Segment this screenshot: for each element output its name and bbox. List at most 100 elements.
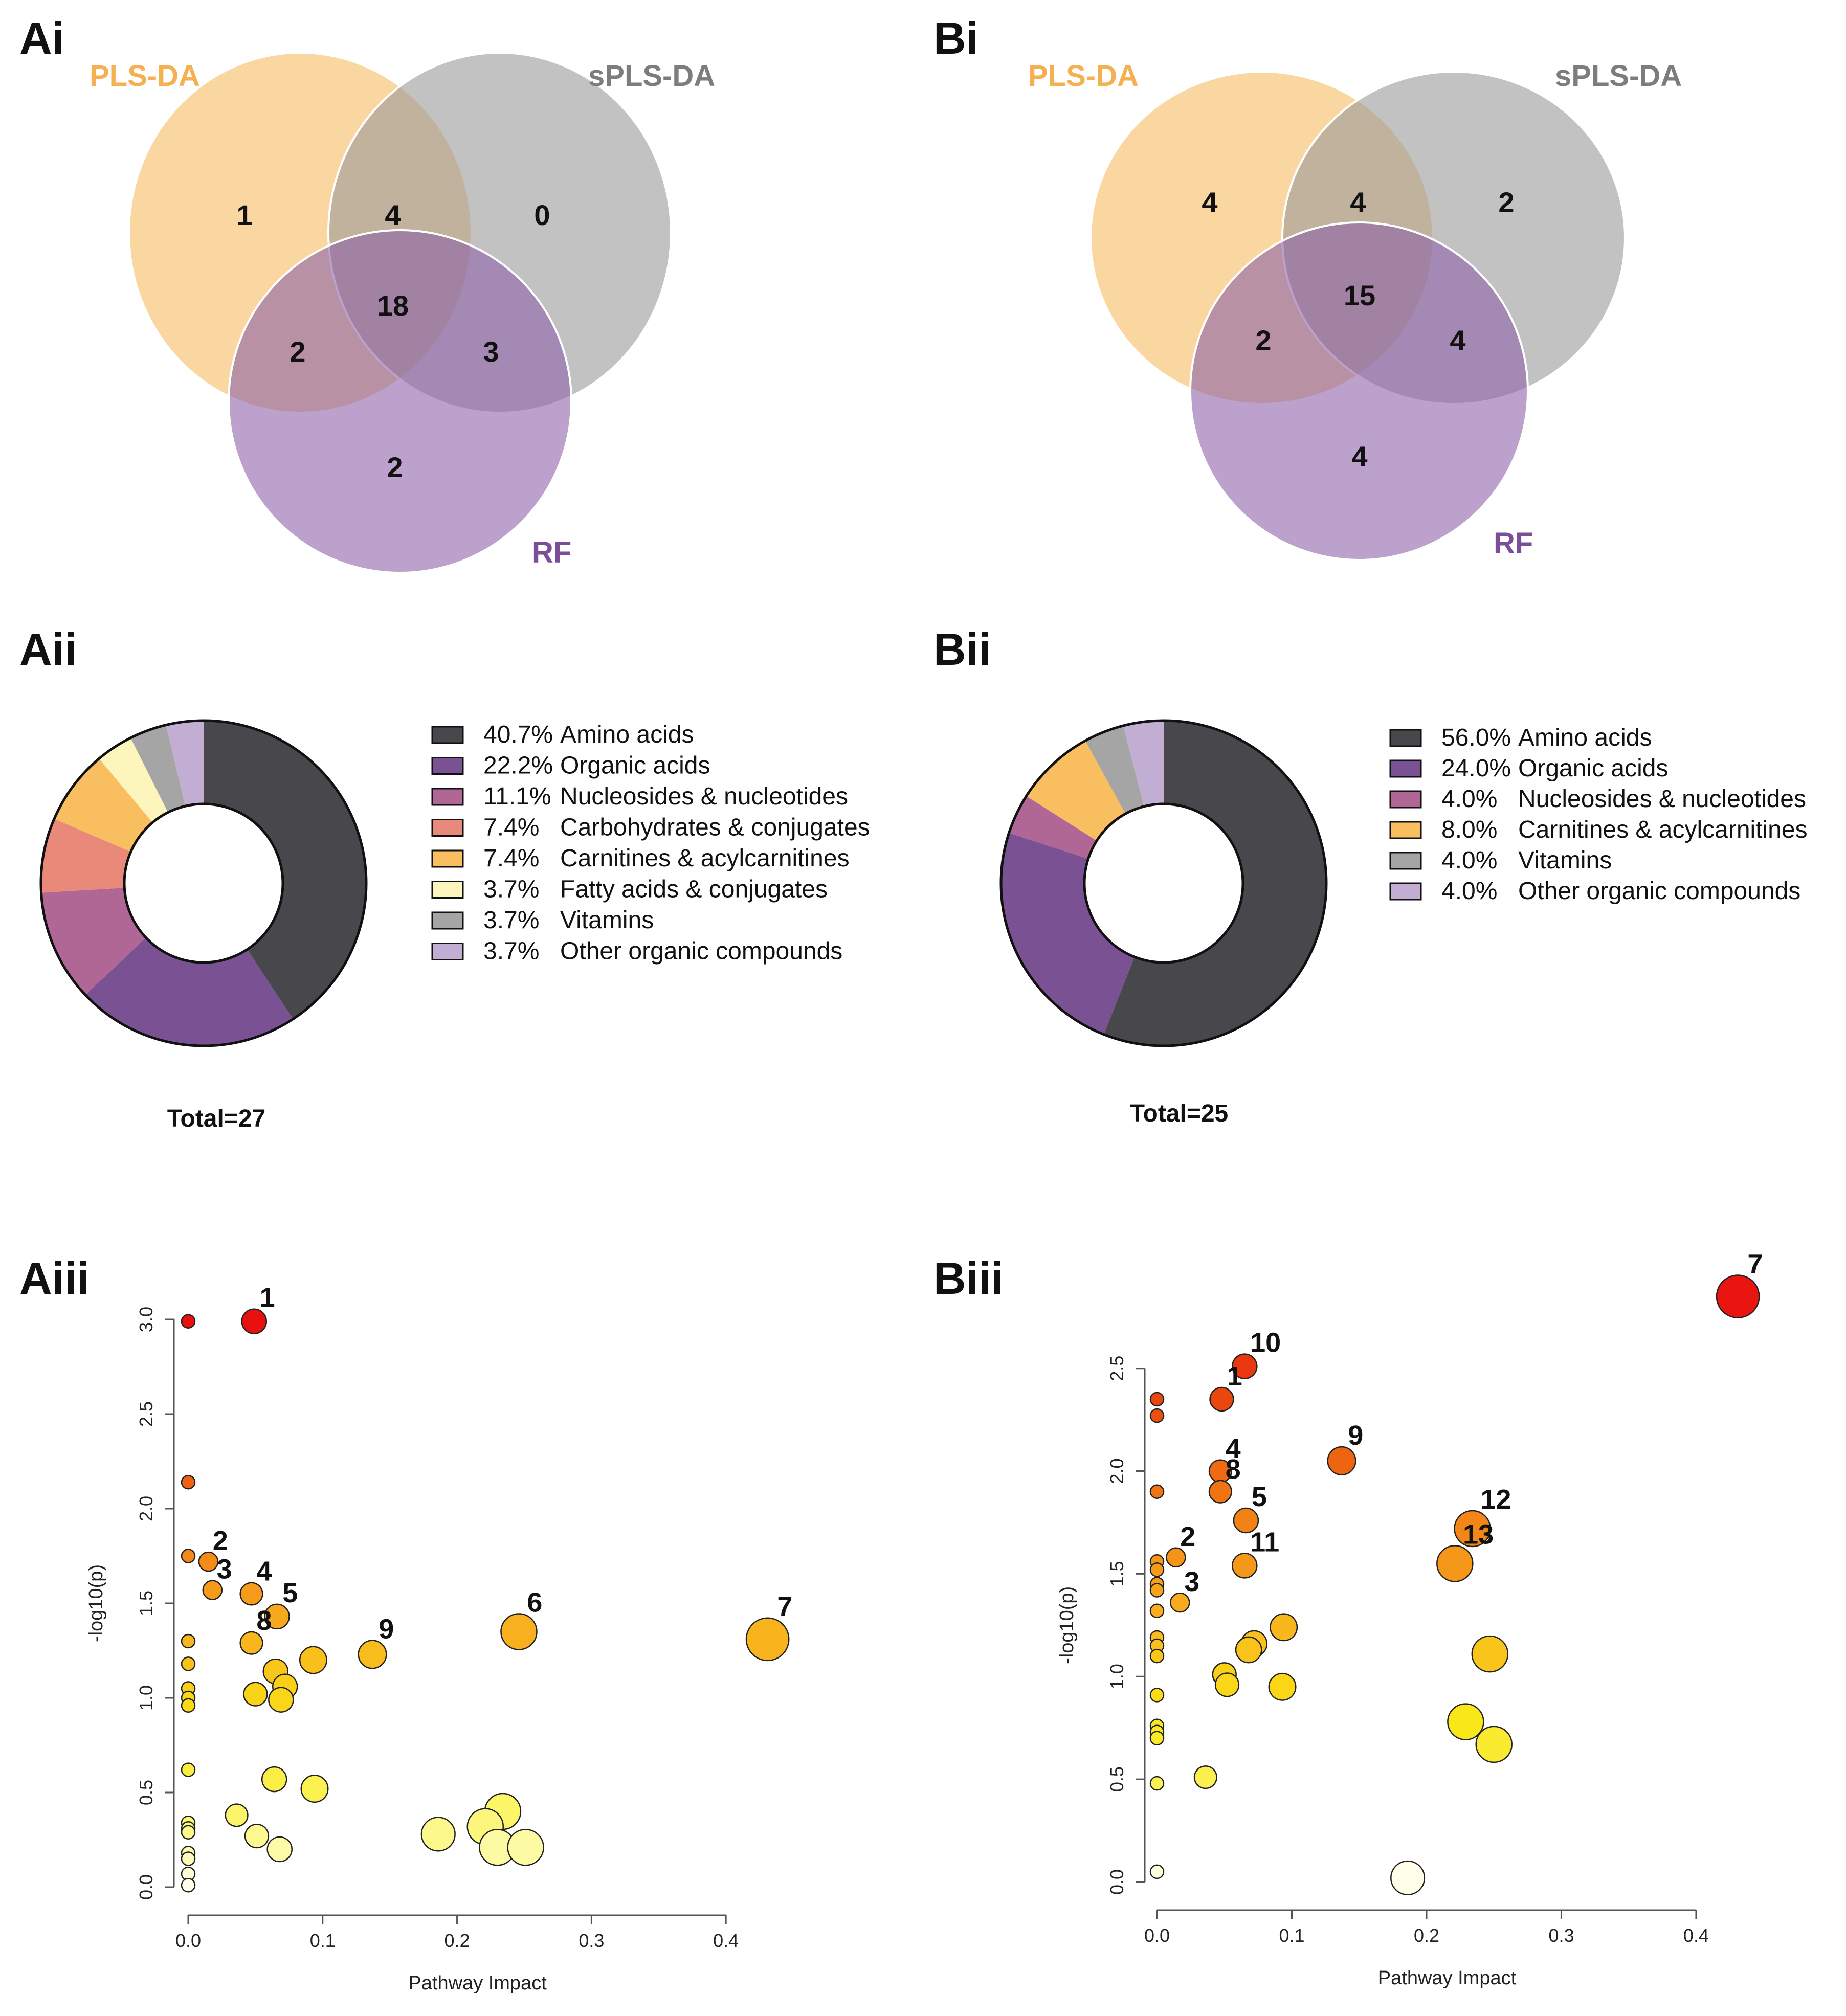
scatter-point-label-aiii-23: 8 [256,1605,272,1636]
venn-ai-count-plsda-splsda: 4 [385,199,401,231]
x-axis-title-biii: Pathway Impact [1378,1967,1517,1989]
x-tick-label-aiii-4: 0.4 [713,1930,739,1951]
legend-swatch-aii-3 [431,819,464,837]
scatter-point-biii-28 [1170,1592,1190,1613]
y-tick-label-biii-5: 2.5 [1106,1356,1127,1381]
legend-label-bii-5: Other organic compounds [1518,878,1800,905]
scatter-point-biii-39 [1390,1860,1426,1896]
scatter-point-biii-27 [1232,1553,1258,1579]
legend-swatch-aii-5 [431,881,464,899]
scatter-point-aiii-28 [243,1682,268,1707]
venn-ai-label-splsda: sPLS-DA [588,59,715,93]
venn-ai-count-plsda-only: 1 [236,199,252,231]
scatter-point-biii-29 [1270,1613,1298,1642]
scatter-point-aiii-30 [261,1766,287,1793]
donut-slice-aii-7 [166,721,204,807]
scatter-point-biii-11 [1149,1688,1165,1703]
scatter-point-aiii-22 [745,1617,790,1662]
scatter-point-biii-16 [1149,1864,1165,1879]
scatter-point-biii-35 [1268,1672,1297,1701]
venn-bi-count-splsda-rf: 4 [1450,324,1465,356]
legend-aii: 40.7% Amino acids 22.2% Organic acids 11.1% N… [431,721,870,965]
scatter-point-aiii-2 [181,1549,196,1563]
scatter-point-biii-36 [1447,1703,1484,1740]
legend-swatch-bii-2 [1389,790,1422,809]
scatter-point-biii-0 [1149,1392,1165,1407]
venn-bi-label-splsda: sPLS-DA [1555,59,1682,93]
legend-label-aii-4: Carnitines & acylcarnitines [560,845,850,872]
donut-slice-aii-6 [130,725,186,813]
donut-outer-ring-aii [39,719,368,1047]
legend-pct-bii-5: 4.0% [1441,878,1497,905]
legend-swatch-bii-0 [1389,729,1422,747]
panel-label-bi: Bi [933,13,978,63]
legend-swatch-bii-4 [1389,852,1422,870]
legend-swatch-bii-1 [1389,759,1422,778]
donut-slice-aii-2 [41,888,146,995]
scatter-point-aiii-34 [266,1836,293,1863]
legend-pct-bii-1: 24.0% [1441,755,1511,782]
scatter-point-aiii-20 [264,1603,290,1630]
donut-hole-aii [123,802,284,964]
panel-label-aiii: Aiii [19,1253,90,1304]
scatter-point-aiii-7 [181,1698,196,1713]
scatter-point-label-biii-25: 2 [1180,1521,1195,1552]
venn-ai-label-plsda: PLS-DA [90,59,200,93]
legend-label-aii-2: Nucleosides & nucleotides [560,783,848,810]
scatter-point-label-aiii-18: 3 [217,1554,232,1585]
venn-bi-count-all: 15 [1344,279,1375,311]
venn-ai-circle-rf [228,229,572,574]
scatter-plot-aiii: 0.0 0.1 0.2 0.3 0.4 Pathway Impact 0.0 0.5 1.0 1.… [85,1283,792,1994]
legend-pct-aii-6: 3.7% [483,907,539,934]
legend-pct-bii-4: 4.0% [1441,847,1497,874]
venn-bi-label-rf: RF [1494,527,1533,560]
donut-slice-bii-2 [1009,796,1097,859]
scatter-point-aiii-19 [239,1582,263,1606]
scatter-point-label-biii-17: 7 [1747,1248,1763,1279]
panel-label-bii: Bii [933,624,991,675]
scatter-point-label-biii-23: 5 [1252,1482,1267,1512]
venn-ai-count-splsda-only: 0 [534,199,550,231]
legend-pct-aii-0: 40.7% [483,721,553,748]
scatter-point-aiii-17 [198,1551,219,1572]
legend-pct-aii-1: 22.2% [483,752,553,779]
scatter-point-biii-10 [1149,1648,1165,1664]
scatter-point-biii-23 [1233,1507,1259,1534]
donut-hole-bii [1083,802,1244,964]
legend-bii: 56.0% Amino acids 24.0% Organic acids 4.0% Nu… [1389,724,1808,905]
panel-label-aii: Aii [19,624,77,675]
y-tick-label-aiii-3: 1.5 [136,1591,157,1616]
donut-chart-bii [999,719,1328,1047]
scatter-point-label-biii-18: 10 [1250,1328,1281,1358]
legend-swatch-aii-6 [431,911,464,930]
legend-label-bii-0: Amino acids [1518,724,1652,751]
venn-ai-label-rf: RF [532,536,571,569]
y-tick-label-biii-1: 0.5 [1106,1766,1127,1792]
donut-slice-aii-3 [41,819,131,893]
scatter-point-biii-7 [1149,1603,1165,1618]
x-tick-label-aiii-2: 0.2 [444,1930,470,1951]
scatter-point-biii-2 [1149,1484,1165,1499]
legend-swatch-aii-2 [431,788,464,806]
legend-pct-aii-3: 7.4% [483,814,539,841]
y-tick-label-biii-4: 2.0 [1106,1459,1127,1484]
scatter-point-label-aiii-22: 7 [777,1592,792,1622]
y-tick-label-aiii-4: 2.0 [136,1496,157,1521]
legend-label-aii-6: Vitamins [560,907,654,934]
scatter-point-label-aiii-19: 4 [256,1556,272,1587]
scatter-point-biii-4 [1149,1562,1165,1577]
scatter-point-biii-14 [1149,1731,1165,1746]
legend-label-aii-5: Fatty acids & conjugates [560,876,828,903]
scatter-point-biii-6 [1149,1583,1165,1598]
scatter-point-label-biii-21: 4 [1226,1433,1241,1464]
scatter-point-biii-19 [1209,1386,1234,1412]
venn-bi: PLS-DA sPLS-DA RF 4 2 4 15 2 4 4 [1028,59,1682,561]
legend-swatch-bii-3 [1389,821,1422,839]
donut-slice-aii-4 [54,758,153,852]
legend-label-bii-3: Carnitines & acylcarnitines [1518,816,1808,843]
scatter-point-biii-32 [1471,1635,1509,1673]
scatter-point-label-biii-26: 13 [1463,1519,1494,1550]
donut-slice-bii-4 [1085,725,1144,814]
legend-label-bii-4: Vitamins [1518,847,1612,874]
